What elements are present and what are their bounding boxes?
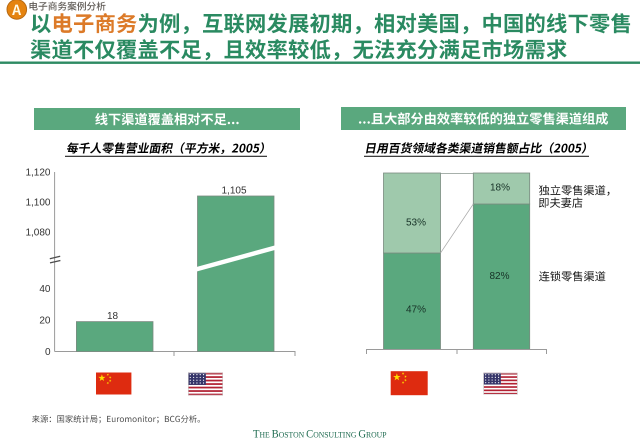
svg-text:0: 0 xyxy=(45,347,51,358)
svg-text:18: 18 xyxy=(107,311,119,322)
svg-text:20: 20 xyxy=(39,316,51,327)
svg-text:THE BOSTON CONSULTING GROUP: THE BOSTON CONSULTING GROUP xyxy=(253,428,387,441)
svg-text:40: 40 xyxy=(39,284,51,295)
svg-text:1,080: 1,080 xyxy=(25,228,50,239)
svg-text:82%: 82% xyxy=(489,271,509,282)
svg-text:18%: 18% xyxy=(490,183,510,194)
svg-text:1,120: 1,120 xyxy=(25,168,50,179)
svg-text:47%: 47% xyxy=(406,305,426,316)
svg-text:53%: 53% xyxy=(406,218,426,229)
svg-text:1,100: 1,100 xyxy=(25,198,50,209)
svg-text:1,105: 1,105 xyxy=(221,186,246,197)
